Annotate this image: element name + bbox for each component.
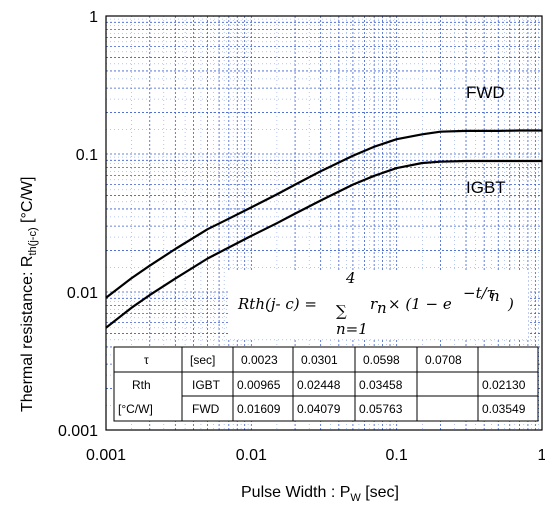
table-rth-unit: [°C/W] xyxy=(118,402,153,416)
series-line-fwd xyxy=(105,129,542,299)
formula-exp-sub: n xyxy=(490,287,500,305)
x-axis-title-unit: [sec] xyxy=(361,484,399,501)
formula-close: ) xyxy=(507,295,514,313)
x-axis-title-main: Pulse Width : P xyxy=(241,484,350,501)
y-tick-label: 1 xyxy=(89,9,98,26)
series-label-igbt: IGBT xyxy=(466,178,506,197)
table-header-tau3: 0.0598 xyxy=(363,353,400,367)
table-header-unit: [sec] xyxy=(190,353,215,367)
formula-rn: r xyxy=(370,295,378,313)
table-rth-label: Rth xyxy=(132,378,151,392)
formula-times: × (1 − e xyxy=(388,295,452,313)
series-line-igbt xyxy=(105,159,542,329)
table-row-igbt-name: IGBT xyxy=(192,378,221,392)
series-label-fwd: FWD xyxy=(466,83,505,102)
formula: Rth(j- c) = 4 ∑ n=1 r n × (1 − e −t/τ n … xyxy=(228,269,528,338)
formula-rn-sub: n xyxy=(377,299,387,317)
formula-sum-sign: ∑ xyxy=(336,302,347,320)
parameter-table: τ [sec] 0.0023 0.0301 0.0598 0.0708 Rth … xyxy=(113,346,539,422)
table-row-fwd-v2: 0.04079 xyxy=(297,402,341,416)
table-row-fwd-v3: 0.05763 xyxy=(359,402,403,416)
table-header-tau: τ xyxy=(144,353,149,367)
formula-exp: −t/τ xyxy=(463,284,496,302)
formula-lhs: Rth(j- c) = xyxy=(237,295,317,313)
formula-sum-bottom: n=1 xyxy=(336,320,368,338)
x-axis-title: Pulse Width : PW [sec] xyxy=(241,484,399,504)
tick-labels: 0.001 0.01 0.1 1 0.001 0.01 0.1 1 xyxy=(58,9,545,464)
table-row-igbt-v3: 0.03458 xyxy=(359,378,403,392)
y-tick-label: 0.001 xyxy=(58,423,98,440)
table-header-tau4: 0.0708 xyxy=(425,353,462,367)
y-axis-title-sub: th(j-c) xyxy=(27,227,39,255)
formula-background xyxy=(228,272,528,338)
table-row-igbt-v2: 0.02448 xyxy=(297,378,341,392)
y-tick-label: 0.01 xyxy=(67,285,98,302)
table-row-fwd-v4: 0.03549 xyxy=(482,402,526,416)
x-tick-label: 0.001 xyxy=(86,447,126,464)
x-tick-label: 0.1 xyxy=(386,447,408,464)
table-row-igbt-v4: 0.02130 xyxy=(482,378,526,392)
formula-sum-top: 4 xyxy=(345,269,356,287)
y-tick-label: 0.1 xyxy=(76,147,98,164)
x-tick-label: 1 xyxy=(538,447,545,464)
table-header-tau2: 0.0301 xyxy=(301,353,338,367)
x-axis-title-sub: W xyxy=(350,492,361,504)
x-tick-label: 0.01 xyxy=(236,447,267,464)
y-axis-title-main: Thermal resistance: R xyxy=(19,256,36,413)
table-background xyxy=(113,346,539,422)
y-axis-title-unit: [°C/W] xyxy=(19,177,36,228)
table-header-tau1: 0.0023 xyxy=(241,353,278,367)
table-row-igbt-v1: 0.00965 xyxy=(237,378,281,392)
table-row-fwd-v1: 0.01609 xyxy=(237,402,281,416)
table-row-fwd-name: FWD xyxy=(192,402,220,416)
series-group xyxy=(105,129,542,329)
y-axis-title: Thermal resistance: Rth(j-c) [°C/W] xyxy=(19,177,39,412)
plot-frame xyxy=(105,15,543,431)
